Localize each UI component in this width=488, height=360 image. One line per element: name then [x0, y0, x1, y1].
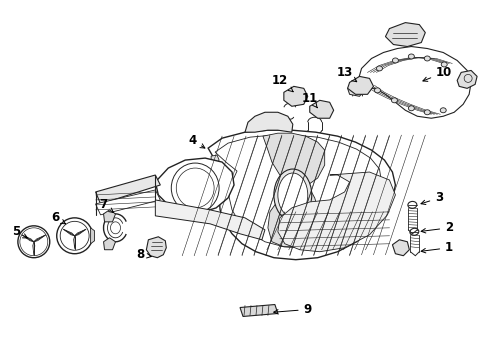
Ellipse shape [424, 110, 429, 115]
Polygon shape [95, 175, 160, 204]
Ellipse shape [409, 228, 418, 235]
Polygon shape [347, 80, 365, 96]
Text: 5: 5 [12, 225, 27, 238]
Polygon shape [240, 305, 277, 316]
Text: 8: 8 [136, 248, 151, 261]
Polygon shape [208, 130, 395, 260]
Ellipse shape [407, 201, 416, 208]
Polygon shape [33, 242, 35, 255]
Ellipse shape [376, 66, 382, 71]
Ellipse shape [440, 62, 447, 67]
Polygon shape [347, 76, 373, 94]
Polygon shape [63, 229, 75, 236]
Polygon shape [103, 210, 115, 222]
Polygon shape [309, 100, 333, 118]
Polygon shape [211, 155, 219, 164]
Ellipse shape [18, 226, 50, 258]
Polygon shape [75, 229, 86, 236]
Polygon shape [95, 190, 160, 215]
Text: 2: 2 [420, 221, 452, 234]
Text: 13: 13 [336, 66, 356, 82]
Ellipse shape [57, 218, 92, 254]
Polygon shape [244, 112, 292, 132]
Text: 7: 7 [99, 198, 113, 212]
Text: 3: 3 [420, 192, 443, 204]
Ellipse shape [392, 58, 398, 63]
Polygon shape [90, 228, 94, 244]
Polygon shape [213, 187, 221, 196]
Polygon shape [392, 240, 408, 256]
Ellipse shape [176, 168, 214, 208]
Polygon shape [210, 170, 218, 179]
Polygon shape [74, 236, 76, 249]
Polygon shape [155, 158, 234, 213]
Ellipse shape [60, 221, 89, 250]
Ellipse shape [424, 56, 429, 61]
Ellipse shape [277, 173, 307, 217]
Ellipse shape [439, 108, 446, 113]
Polygon shape [277, 172, 395, 252]
Ellipse shape [171, 163, 219, 213]
Polygon shape [357, 46, 470, 118]
Polygon shape [146, 237, 166, 258]
Ellipse shape [407, 106, 413, 111]
Text: 9: 9 [273, 303, 311, 316]
Polygon shape [103, 238, 115, 250]
Text: 10: 10 [422, 66, 451, 81]
Ellipse shape [390, 98, 397, 103]
Ellipse shape [374, 88, 380, 93]
Polygon shape [34, 235, 45, 242]
Text: 6: 6 [52, 211, 65, 224]
Text: 1: 1 [420, 241, 452, 254]
Ellipse shape [20, 228, 48, 256]
Text: 4: 4 [188, 134, 204, 148]
Polygon shape [456, 71, 476, 88]
Ellipse shape [407, 54, 413, 59]
Polygon shape [22, 235, 34, 242]
Ellipse shape [273, 169, 311, 221]
Text: 11: 11 [301, 92, 317, 108]
Polygon shape [263, 133, 324, 248]
Polygon shape [155, 200, 264, 240]
Polygon shape [283, 86, 307, 106]
Text: 12: 12 [271, 74, 292, 92]
Polygon shape [385, 23, 425, 46]
